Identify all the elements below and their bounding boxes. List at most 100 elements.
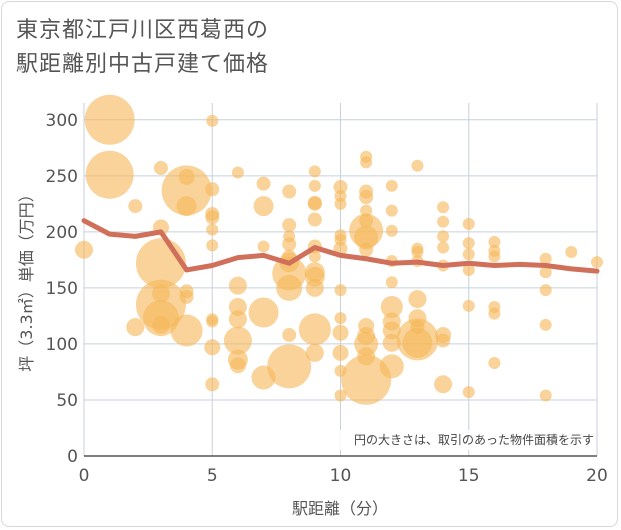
bubble-point — [359, 190, 374, 205]
bubble-point — [379, 354, 404, 379]
bubble-point — [462, 248, 475, 261]
bubble-point — [360, 204, 373, 217]
bubble-point — [161, 165, 212, 216]
bubble-point — [253, 196, 274, 217]
bubble-point — [539, 266, 552, 279]
bubble-point — [382, 321, 401, 340]
bubble-point — [382, 333, 401, 352]
bubble-point — [565, 246, 578, 259]
bubble-point — [408, 290, 427, 309]
x-tick-label: 20 — [586, 466, 608, 486]
bubble-point — [179, 289, 194, 304]
bubble-point — [282, 327, 297, 342]
bubble-point — [488, 235, 501, 248]
y-axis-label: 坪（3.3㎡）単価（万円） — [17, 186, 36, 371]
x-tick-label: 0 — [79, 466, 90, 486]
bubble-point — [85, 150, 134, 199]
bubble-point — [437, 215, 450, 228]
bubble-point — [436, 333, 451, 348]
y-tick-label: 300 — [46, 111, 78, 131]
bubble-point — [176, 196, 197, 217]
bubble-point — [282, 218, 297, 233]
bubble-point — [170, 314, 203, 347]
bubble-point — [411, 246, 424, 259]
bubble-point — [462, 263, 475, 276]
bubble-point — [308, 250, 321, 263]
bubble-point — [282, 184, 297, 199]
bubble-point — [75, 240, 93, 259]
bubble-point — [462, 386, 475, 399]
bubble-point — [437, 201, 450, 214]
bubble-point — [462, 299, 475, 312]
bubble-point — [205, 182, 220, 197]
bubble-point — [488, 307, 501, 320]
bubble-size-note: 円の大きさは、取引のあった物件面積を示す — [354, 432, 594, 447]
bubble-point — [307, 196, 322, 211]
bubble-point — [282, 237, 297, 252]
bubble-point — [385, 204, 398, 217]
bubble-point — [334, 312, 347, 325]
bubble-point — [334, 197, 347, 210]
chart-title: 東京都江戸川区西葛西の 駅距離別中古戸建て価格 — [16, 14, 269, 82]
bubble-point — [359, 242, 374, 257]
y-tick-labels: 0 50 100 150 200 250 300 — [46, 111, 78, 467]
bubble-point — [228, 276, 247, 295]
y-tick-label: 0 — [67, 447, 78, 467]
bubble-point — [341, 354, 392, 405]
bubble-point — [332, 344, 349, 361]
bubble-point — [206, 315, 219, 328]
bubble-point — [539, 252, 552, 265]
chart-title-line1: 東京都江戸川区西葛西の — [16, 18, 270, 43]
y-tick-label: 150 — [46, 279, 78, 299]
bubble-point — [205, 377, 220, 392]
bubble-point — [539, 389, 552, 402]
bubble-point — [539, 284, 552, 297]
bubble-point — [276, 274, 303, 301]
bubble-point — [488, 250, 501, 263]
bubble-point — [437, 241, 450, 254]
y-tick-label: 250 — [46, 167, 78, 187]
bubble-point — [354, 225, 379, 250]
bubble-point — [305, 278, 324, 297]
bubble-point — [539, 318, 552, 331]
bubble-point — [257, 240, 270, 253]
bubble-point — [434, 375, 453, 394]
bubble-point — [305, 343, 324, 362]
note-background — [316, 430, 596, 450]
bubble-point — [437, 230, 450, 243]
y-tick-label: 50 — [56, 391, 78, 411]
bubble-point — [256, 176, 271, 191]
bubble-point — [229, 357, 246, 374]
bubble-point — [385, 224, 398, 237]
bubble-point — [333, 180, 348, 195]
bubble-point — [591, 256, 603, 269]
bubble-point — [385, 179, 398, 192]
bubble-point — [248, 297, 279, 328]
x-tick-label: 15 — [458, 466, 480, 486]
y-tick-label: 200 — [46, 223, 78, 243]
bubble-point — [334, 284, 347, 297]
x-tick-label: 5 — [207, 466, 218, 486]
bubble-point — [206, 114, 219, 127]
chart-title-line2: 駅距離別中古戸建て価格 — [16, 52, 270, 77]
bubble-point — [153, 160, 168, 175]
bubble-point — [206, 239, 219, 252]
bubble-point — [380, 295, 403, 318]
bubble-point — [308, 165, 321, 178]
bubble-point — [411, 159, 424, 172]
bubble-point — [84, 94, 135, 145]
bubble-point — [231, 166, 244, 179]
bubble-point — [205, 210, 220, 225]
bubble-point — [308, 179, 321, 192]
bubble-point — [228, 297, 247, 316]
bubble-point — [462, 218, 475, 231]
bubble-point — [228, 310, 247, 329]
x-tick-labels: 0 5 10 15 20 — [79, 466, 608, 486]
trend-line — [81, 218, 600, 274]
bubble-point — [462, 237, 475, 250]
x-axis-label: 駅距離（分） — [292, 499, 388, 518]
bubble-point — [332, 324, 349, 341]
bubble-point — [223, 326, 252, 355]
bubble-point — [298, 313, 331, 346]
y-tick-label: 100 — [46, 335, 78, 355]
